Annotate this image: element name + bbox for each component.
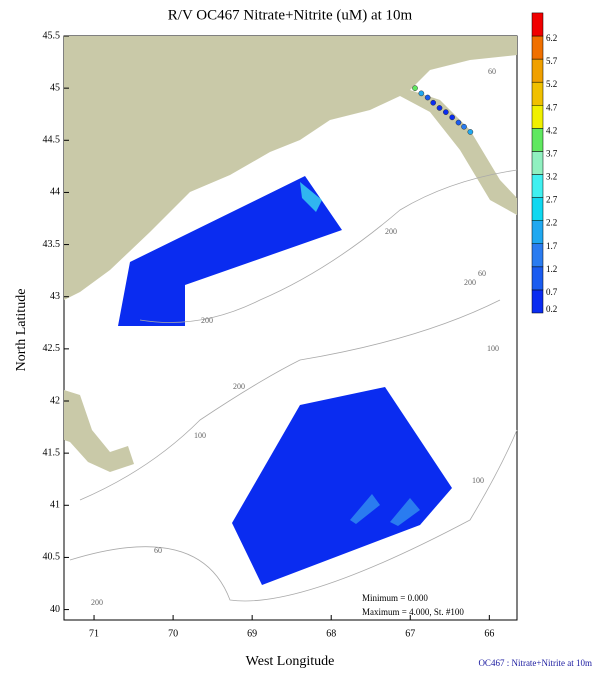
contour-label: 100: [472, 476, 484, 485]
y-tick-label: 43: [50, 291, 60, 302]
station: [424, 94, 431, 101]
colorbar-band: [531, 12, 544, 37]
station: [467, 129, 474, 135]
field-patch: [390, 498, 420, 526]
station: [442, 109, 449, 115]
contour-label: 200: [91, 598, 103, 607]
colorbar-band: [531, 220, 544, 245]
y-tick-label: 40.5: [43, 552, 61, 563]
y-axis-label: North Latitude: [14, 289, 29, 372]
y-tick-label: 40: [50, 604, 60, 615]
colorbar-band: [531, 243, 544, 268]
colorbar-label: 2.2: [546, 218, 557, 228]
contour-label: 100: [487, 344, 499, 353]
station: [449, 114, 456, 121]
contour-label: 200: [385, 227, 397, 236]
y-tick-label: 41: [50, 500, 60, 511]
colorbar-label: 1.2: [546, 264, 557, 274]
map-title: R/V OC467 Nitrate+Nitrite (uM) at 10m: [168, 7, 413, 23]
colorbar-label: 0.7: [546, 287, 558, 297]
colorbar-label: 6.2: [546, 33, 557, 43]
station: [430, 99, 437, 106]
station: [455, 119, 462, 126]
y-tick-label: 42.5: [43, 343, 61, 354]
colorbar-label: 4.7: [546, 102, 558, 112]
x-axis-label: West Longitude: [246, 654, 335, 669]
y-tick-label: 45: [50, 82, 60, 93]
colorbar-band: [531, 105, 544, 129]
field-patch: [350, 494, 380, 524]
colorbar-label: 3.2: [546, 172, 557, 182]
colorbar-label: 5.7: [546, 56, 558, 66]
station: [461, 123, 467, 130]
station: [418, 90, 425, 97]
x-tick-label: 68: [326, 628, 336, 639]
station: [436, 105, 443, 111]
y-tick-label: 44: [50, 187, 60, 198]
colorbar-band: [531, 151, 544, 175]
colorbar-band: [531, 35, 544, 60]
y-tick-label: 42: [50, 395, 60, 406]
field-patch: [300, 182, 322, 212]
minimum-note: Minimum = 0.000: [362, 593, 428, 603]
colorbar-label: 3.7: [546, 148, 558, 158]
y-tick-label: 44.5: [43, 135, 61, 146]
x-tick-label: 70: [168, 628, 178, 639]
contour-label: 60: [154, 546, 162, 555]
y-tick-label: 41.5: [43, 447, 61, 458]
field-region: [118, 176, 342, 326]
x-tick-label: 69: [247, 628, 257, 639]
land: [64, 390, 134, 472]
y-tick-label: 45.5: [43, 30, 61, 41]
colorbar-label: 0.2: [546, 304, 557, 314]
station: [412, 85, 418, 91]
colorbar-label: 1.7: [546, 241, 558, 251]
colorbar-label: 4.2: [546, 125, 557, 135]
colorbar-band: [531, 128, 544, 152]
contour-label: 200: [233, 382, 245, 391]
colorbar-band: [531, 174, 544, 198]
colorbar-label: 5.2: [546, 79, 557, 89]
contour-label: 100: [194, 431, 206, 440]
contour-label: 60: [478, 269, 486, 278]
colorbar-band: [531, 197, 544, 221]
contour: [69, 169, 518, 602]
field-region: [232, 387, 452, 585]
colorbar-band: [531, 289, 544, 314]
y-tick-label: 43.5: [43, 239, 61, 250]
land: [64, 36, 517, 300]
colorbar-band: [531, 81, 544, 106]
x-tick-label: 71: [89, 628, 99, 639]
colorbar-label: 2.7: [546, 195, 558, 205]
colorbar-band: [531, 266, 544, 291]
x-tick-label: 66: [484, 628, 494, 639]
contour-label: 200: [464, 278, 476, 287]
maximum-note: Maximum = 4.000, St. #100: [362, 607, 464, 617]
x-tick-label: 67: [405, 628, 415, 639]
colorbar-band: [531, 58, 544, 83]
footer: OC467 : Nitrate+Nitrite at 10m: [478, 658, 592, 668]
contour-label: 200: [201, 316, 213, 325]
contour-label: 60: [488, 67, 496, 76]
